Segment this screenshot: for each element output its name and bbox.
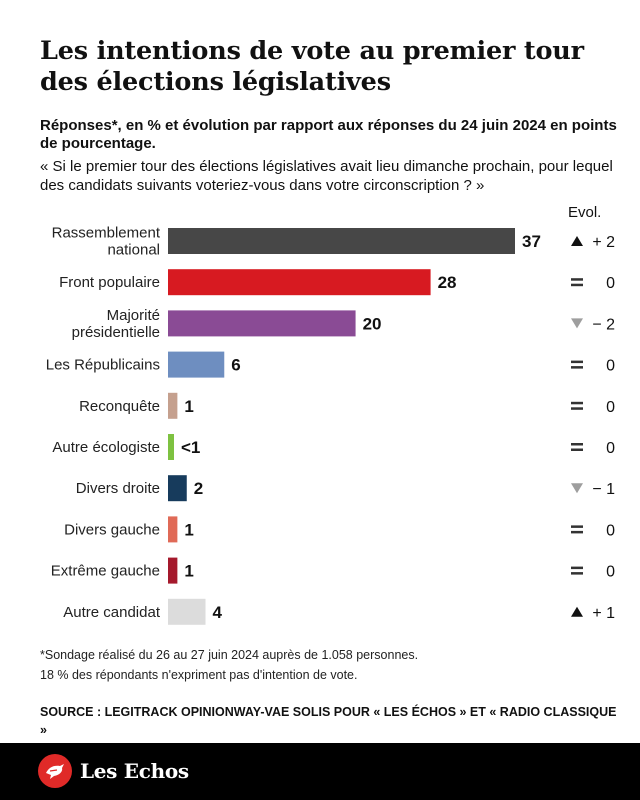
data-label: 6 [231,356,240,375]
bar [168,392,178,419]
evolution-equal-icon [571,401,583,405]
les-echos-logo-icon [38,754,72,788]
evolution-value: 0 [606,564,615,581]
data-label: 37 [522,232,541,251]
bar [168,516,178,543]
category-label: Front populaire [59,274,160,291]
evolution-equal-icon [571,366,583,369]
bar [168,598,206,625]
evolution-value: + 2 [592,234,615,251]
brand-name: Les Echos [80,759,189,783]
brand: Les Echos [38,754,189,788]
evolution-equal-icon [571,407,583,410]
data-label: 1 [184,397,193,416]
survey-question: « Si le premier tour des élections légis… [40,158,613,194]
chart-subtitle: Réponses*, en % et évolution par rapport… [40,117,617,152]
chart-title: Les intentions de vote au premier tour d… [40,36,584,97]
data-label: 28 [438,273,457,292]
evolution-down-icon [571,318,583,329]
bar [168,557,178,584]
evolution-down-icon [571,483,583,494]
footnote: *Sondage réalisé du 26 au 27 juin 2024 a… [40,645,620,685]
evolution-value: + 1 [592,605,615,622]
evolution-value: 0 [606,275,615,292]
data-label: <1 [181,438,200,457]
bar [168,228,515,254]
evolution-equal-icon [571,530,583,534]
category-label: Autre écologiste [52,439,160,456]
category-label: Les Républicains [46,357,160,374]
footnote-line-1: *Sondage réalisé du 26 au 27 juin 2024 a… [40,648,419,662]
data-label: 1 [184,562,193,581]
evolution-equal-icon [571,448,583,451]
evolution-equal-icon [571,566,583,570]
category-label: Autre candidat [63,604,161,621]
evolution-equal-icon [571,278,583,281]
evolution-up-icon [571,236,583,246]
category-label: Divers droite [76,480,160,497]
evolution-value: − 2 [592,316,615,333]
category-label: Reconquête [79,398,160,415]
data-label: 20 [363,314,382,333]
footer-band [0,743,640,800]
category-label: Extrême gauche [51,563,160,580]
bar [168,475,187,502]
bar [168,310,356,337]
evolution-value: 0 [606,440,615,457]
source-note: SOURCE : LEGITRACK OPINIONWAY-VAE SOLIS … [40,705,617,737]
evolution-column-header: Evol. [568,204,602,221]
category-label: Majorité présidentielle [72,307,160,341]
evolution-equal-icon [571,525,583,528]
evolution-equal-icon [571,360,583,364]
evolution-up-icon [571,606,583,617]
evolution-value: − 1 [592,481,615,498]
bird-icon [46,764,64,779]
evolution-value: 0 [606,358,615,375]
evolution-value: 0 [606,522,615,539]
category-label: Rassemblement national [52,225,161,259]
evolution-equal-icon [571,443,583,446]
data-label: 1 [184,520,193,539]
bar [168,269,431,296]
evolution-equal-icon [571,572,583,575]
bar [168,351,225,378]
category-label: Divers gauche [64,521,160,538]
data-label: 2 [194,479,203,498]
footnote-line-2: 18 % des répondants n'expriment pas d'in… [40,668,358,682]
evolution-value: 0 [606,399,615,416]
bar [168,434,174,460]
data-label: 4 [213,603,223,622]
evolution-equal-icon [571,283,583,287]
